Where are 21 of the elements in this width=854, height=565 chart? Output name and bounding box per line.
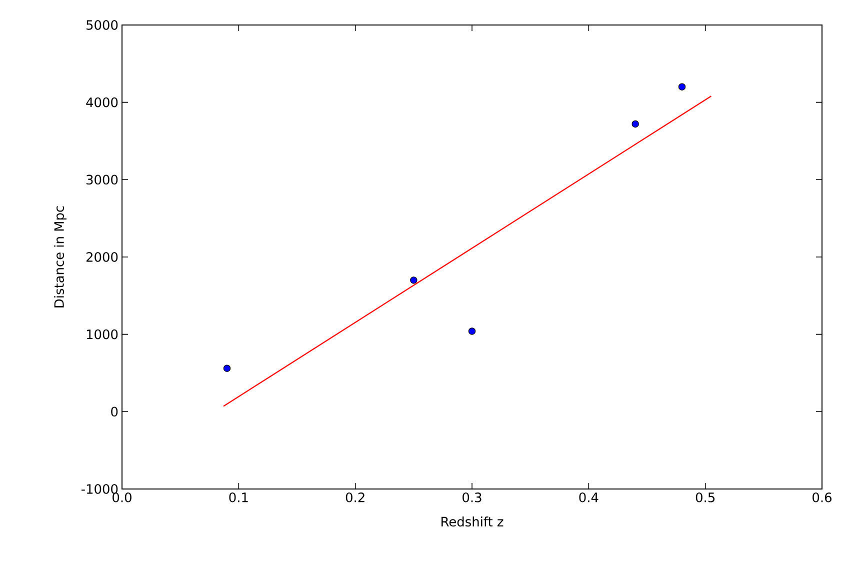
point xyxy=(632,120,639,128)
y-tick-label: 0 xyxy=(111,406,118,417)
x-tick-label: 0.1 xyxy=(229,492,248,502)
y-tick-label: 2000 xyxy=(86,252,118,262)
y-tick-label: 3000 xyxy=(86,174,118,185)
x-tick-label: 0.4 xyxy=(579,492,598,502)
y-tick-label: 1000 xyxy=(86,329,118,340)
x-tick-label: 0.5 xyxy=(696,492,715,502)
x-tick-label: 0.6 xyxy=(812,492,832,502)
x-tick-label: 0.2 xyxy=(346,492,364,502)
x-axis-title: Redshift z xyxy=(442,516,504,527)
y-tick-label: 5000 xyxy=(86,20,118,30)
point xyxy=(678,83,686,90)
x-tick-label: 0.0 xyxy=(112,492,132,502)
point xyxy=(410,276,418,284)
x-tick-label: 0.3 xyxy=(462,492,482,502)
point xyxy=(223,364,231,372)
y-tick-label: 4000 xyxy=(86,97,118,108)
y-axis-title: Distance in Mpc xyxy=(54,206,66,308)
point xyxy=(468,328,476,335)
y-tick-label: -1000 xyxy=(81,484,118,494)
